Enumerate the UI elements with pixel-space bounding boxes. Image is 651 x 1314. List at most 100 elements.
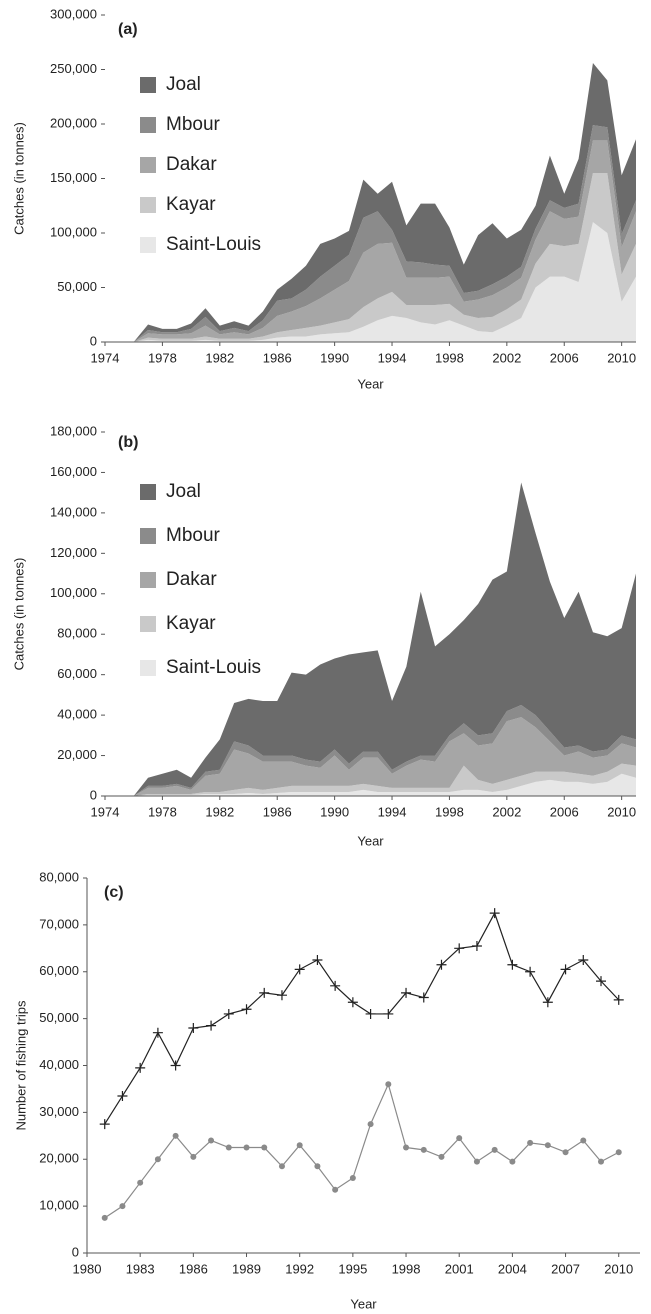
y-tick-label: 80,000 — [57, 626, 97, 641]
y-axis-label: Catches (in tonnes) — [11, 122, 26, 235]
marker — [206, 1020, 217, 1031]
y-tick-label: 80,000 — [39, 869, 79, 884]
marker — [507, 959, 518, 970]
y-tick-label: 60,000 — [39, 963, 79, 978]
marker — [383, 1008, 394, 1019]
x-tick-label: 1989 — [232, 1261, 261, 1276]
marker — [330, 980, 341, 991]
marker — [294, 964, 305, 975]
legend-swatch — [140, 237, 156, 253]
x-axis-label: Year — [357, 376, 384, 391]
marker — [471, 940, 482, 951]
marker — [296, 1142, 303, 1149]
marker — [117, 1090, 128, 1101]
marker — [101, 1214, 108, 1221]
y-tick-label: 20,000 — [57, 747, 97, 762]
line — [104, 911, 620, 1125]
y-tick-label: 50,000 — [39, 1010, 79, 1025]
x-tick-label: 1998 — [392, 1261, 421, 1276]
x-tick-label: 2007 — [551, 1261, 580, 1276]
area — [105, 125, 636, 342]
marker — [418, 992, 429, 1003]
marker — [208, 1137, 215, 1144]
area — [105, 140, 636, 342]
y-tick-label: 30,000 — [39, 1104, 79, 1119]
marker — [562, 1149, 569, 1156]
y-tick-label: 140,000 — [50, 504, 97, 519]
area — [105, 717, 636, 796]
marker — [456, 1135, 463, 1142]
marker — [154, 1156, 161, 1163]
panel-label: (b) — [118, 434, 138, 451]
y-tick-label: 250,000 — [50, 61, 97, 76]
y-tick-label: 300,000 — [50, 6, 97, 21]
y-tick-label: 10,000 — [39, 1198, 79, 1213]
marker — [401, 987, 412, 998]
legend-label: Joal — [166, 481, 201, 502]
x-tick-label: 2010 — [607, 350, 636, 365]
marker — [509, 1158, 516, 1165]
marker — [580, 1137, 587, 1144]
legend-label: Joal — [166, 74, 201, 95]
marker — [152, 1027, 163, 1038]
x-tick-label: 1980 — [73, 1261, 102, 1276]
legend-label: Saint-Louis — [166, 657, 261, 678]
y-tick-label: 40,000 — [39, 1057, 79, 1072]
x-tick-label: 1998 — [435, 804, 464, 819]
panel-label: (a) — [118, 21, 138, 38]
y-tick-label: 50,000 — [57, 279, 97, 294]
y-tick-label: 0 — [90, 787, 97, 802]
x-tick-label: 2010 — [604, 1261, 633, 1276]
marker — [276, 990, 287, 1001]
x-tick-label: 1983 — [126, 1261, 155, 1276]
area — [105, 222, 636, 342]
marker — [170, 1060, 181, 1071]
marker — [349, 1175, 356, 1181]
x-tick-label: 1998 — [435, 350, 464, 365]
marker — [489, 908, 500, 919]
x-tick-label: 2004 — [498, 1261, 527, 1276]
x-tick-label: 2006 — [550, 350, 579, 365]
marker — [172, 1132, 179, 1139]
marker — [403, 1144, 410, 1151]
y-tick-label: 100,000 — [50, 224, 97, 239]
x-tick-label: 2002 — [492, 350, 521, 365]
x-tick-label: 2002 — [492, 804, 521, 819]
legend-swatch — [140, 660, 156, 676]
marker — [225, 1144, 232, 1151]
x-tick-label: 1986 — [179, 1261, 208, 1276]
x-tick-label: 1982 — [205, 350, 234, 365]
marker — [312, 955, 323, 966]
marker — [243, 1144, 250, 1151]
x-tick-label: 1974 — [91, 350, 120, 365]
marker — [527, 1139, 534, 1146]
marker — [137, 1179, 144, 1186]
x-tick-label: 1994 — [378, 350, 407, 365]
y-tick-label: 100,000 — [50, 585, 97, 600]
marker — [135, 1062, 146, 1073]
marker — [223, 1008, 234, 1019]
x-tick-label: 2010 — [607, 804, 636, 819]
area — [105, 763, 636, 796]
marker — [473, 1158, 480, 1165]
legend-swatch — [140, 484, 156, 500]
marker — [347, 997, 358, 1008]
marker — [544, 1142, 551, 1149]
x-axis-label: Year — [350, 1296, 377, 1311]
legend-swatch — [140, 77, 156, 93]
marker — [261, 1144, 268, 1151]
legend-label: Dakar — [166, 569, 217, 590]
x-tick-label: 2001 — [445, 1261, 474, 1276]
x-tick-label: 1995 — [338, 1261, 367, 1276]
marker — [420, 1146, 427, 1153]
area — [105, 482, 636, 796]
y-tick-label: 200,000 — [50, 115, 97, 130]
y-tick-label: 40,000 — [57, 707, 97, 722]
y-axis-label: Catches (in tonnes) — [11, 558, 26, 671]
x-tick-label: 1986 — [263, 804, 292, 819]
y-tick-label: 0 — [72, 1244, 79, 1259]
marker — [491, 1146, 498, 1153]
legend-swatch — [140, 117, 156, 133]
legend-label: Mbour — [166, 114, 221, 135]
y-tick-label: 180,000 — [50, 423, 97, 438]
